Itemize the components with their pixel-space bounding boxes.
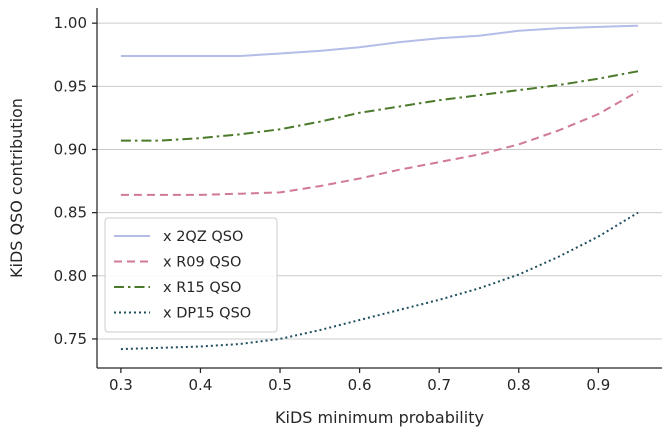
x-tick-label: 0.3 <box>109 376 133 394</box>
legend-label-3: x R15 QSO <box>163 280 241 296</box>
x-axis-label: KiDS minimum probability <box>275 408 484 427</box>
x-tick-label: 0.6 <box>348 376 372 394</box>
x-tick-label: 0.9 <box>586 376 610 394</box>
legend-box <box>104 217 278 333</box>
axes-frame <box>96 8 662 369</box>
tick-labels: 0.75 0.80 0.85 0.90 0.95 1.00 0.3 0.4 0.5 0.6 0.7 0… <box>54 14 611 394</box>
series-line-4 <box>120 211 639 351</box>
series-line-3 <box>120 70 639 142</box>
series-line-2 <box>120 90 639 196</box>
x-tick-label: 0.4 <box>189 376 213 394</box>
y-tick-label: 0.85 <box>54 204 87 222</box>
y-tick-label: 0.75 <box>54 330 87 348</box>
legend-label-1: x 2QZ QSO <box>163 229 243 245</box>
legend-label-2: x R09 QSO <box>163 255 241 271</box>
x-tick-label: 0.8 <box>507 376 531 394</box>
legend: x 2QZ QSO x R09 QSO x R15 QSO x DP15 QSO <box>104 217 278 333</box>
x-tick-label: 0.7 <box>427 376 451 394</box>
y-tick-label: 0.95 <box>54 77 87 95</box>
y-tick-label: 0.80 <box>54 267 87 285</box>
y-axis-label: KiDS QSO contribution <box>7 98 26 278</box>
y-tick-label: 0.90 <box>54 140 87 158</box>
y-tick-label: 1.00 <box>54 14 87 32</box>
series-lines <box>120 24 639 351</box>
series-line-1 <box>120 24 639 57</box>
x-tick-label: 0.5 <box>268 376 292 394</box>
legend-label-4: x DP15 QSO <box>163 306 251 322</box>
